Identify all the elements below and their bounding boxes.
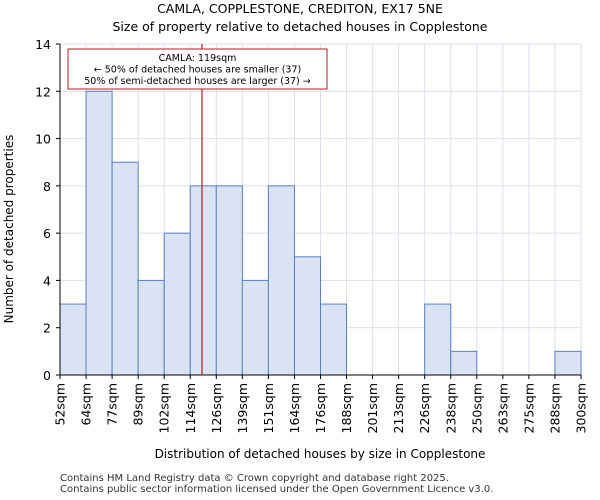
bar [241, 279, 269, 376]
x-tick-label: 151sqm [261, 383, 276, 433]
x-tick-label: 52sqm [53, 383, 68, 426]
footer-line-1: Contains HM Land Registry data © Crown c… [60, 473, 449, 484]
x-tick-label: 263sqm [495, 383, 510, 433]
footer-line-2: Contains public sector information licen… [60, 484, 494, 495]
y-axis-label: Number of detached properties [2, 135, 16, 324]
bars [59, 90, 582, 376]
x-tick-label: 300sqm [574, 383, 589, 433]
y-tick-label: 12 [35, 84, 51, 99]
x-tick-label: 250sqm [469, 383, 484, 433]
bar [450, 350, 478, 376]
bar [137, 279, 165, 376]
bar [293, 256, 322, 376]
y-tick-label: 10 [35, 132, 51, 147]
bar [189, 185, 217, 376]
x-tick-label: 176sqm [313, 383, 328, 433]
bar [424, 303, 452, 376]
y-tick-label: 0 [43, 368, 51, 383]
chart-subtitle: Size of property relative to detached ho… [112, 19, 488, 34]
x-tick-label: 139sqm [235, 383, 250, 433]
annotation-line: ← 50% of detached houses are smaller (37… [94, 65, 301, 76]
x-tick-label: 288sqm [547, 383, 562, 433]
annotation-line: CAMLA: 119sqm [159, 53, 237, 64]
x-axis-ticks: 52sqm 64sqm 77sqm 89sqm 102sqm 114sqm 126sqm 13… [53, 375, 589, 433]
bar [267, 185, 295, 376]
x-tick-label: 77sqm [105, 383, 120, 426]
bar [320, 303, 348, 376]
x-tick-label: 102sqm [157, 383, 172, 433]
bar [554, 350, 582, 376]
y-tick-label: 4 [43, 273, 51, 288]
y-tick-label: 2 [43, 321, 51, 336]
bar [85, 90, 113, 376]
x-tick-label: 114sqm [183, 383, 198, 433]
y-tick-label: 14 [35, 37, 51, 52]
annotation-box [67, 48, 328, 90]
marker: CAMLA: 119sqm← 50% of detached houses ar… [67, 44, 328, 375]
x-axis-label: Distribution of detached houses by size … [155, 447, 486, 461]
y-tick-label: 8 [43, 179, 51, 194]
bar [111, 161, 139, 376]
bar [163, 232, 191, 376]
y-axis-ticks: 0 2 4 6 8 10 12 14 [35, 37, 60, 383]
y-tick-label: 6 [43, 226, 51, 241]
x-tick-label: 89sqm [131, 383, 146, 426]
x-tick-label: 213sqm [391, 383, 406, 433]
x-tick-label: 226sqm [417, 383, 432, 433]
x-tick-label: 126sqm [209, 383, 224, 433]
bar [59, 303, 87, 376]
axes [59, 44, 581, 376]
chart-title: CAMLA, COPPLESTONE, CREDITON, EX17 5NE [157, 1, 443, 16]
bar-chart: 0 2 4 6 8 10 12 14 52sqm 64sqm 77sqm 89sqm 102sqm 11… [2, 37, 589, 461]
x-tick-label: 238sqm [443, 383, 458, 433]
annotation-line: 50% of semi-detached houses are larger (… [84, 76, 311, 87]
x-tick-label: 201sqm [365, 383, 380, 433]
x-tick-label: 188sqm [339, 383, 354, 433]
x-tick-label: 64sqm [79, 383, 94, 426]
x-tick-label: 164sqm [287, 383, 302, 433]
bar [215, 185, 243, 376]
x-tick-label: 275sqm [521, 383, 536, 433]
